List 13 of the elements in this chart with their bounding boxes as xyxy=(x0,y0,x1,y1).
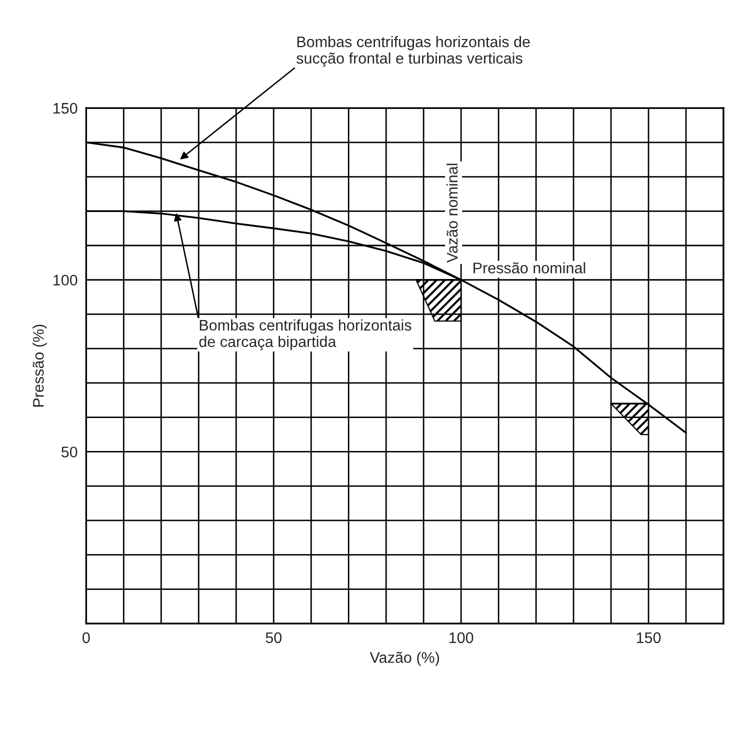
y-tick-label: 150 xyxy=(54,102,78,114)
x-axis-title: Vazão (%) xyxy=(370,652,439,666)
annotation: Vazão nominal xyxy=(446,164,458,263)
x-tick-label: 50 xyxy=(266,632,282,644)
y-tick-label: 50 xyxy=(61,446,78,458)
annotation: Bombas centrifugas horizontais de sucção frontal e turbinas verticais xyxy=(296,36,530,67)
x-tick-label: 0 xyxy=(82,632,90,644)
annotation: Bombas centrifugas horizontais de carcaça bipartida xyxy=(199,319,412,350)
x-tick-label: 150 xyxy=(636,632,661,644)
x-tick-label: 100 xyxy=(449,632,474,644)
y-tick-label: 100 xyxy=(54,274,78,286)
annotation: Pressão nominal xyxy=(474,262,586,274)
y-axis-title: Pressão (%) xyxy=(32,324,47,407)
